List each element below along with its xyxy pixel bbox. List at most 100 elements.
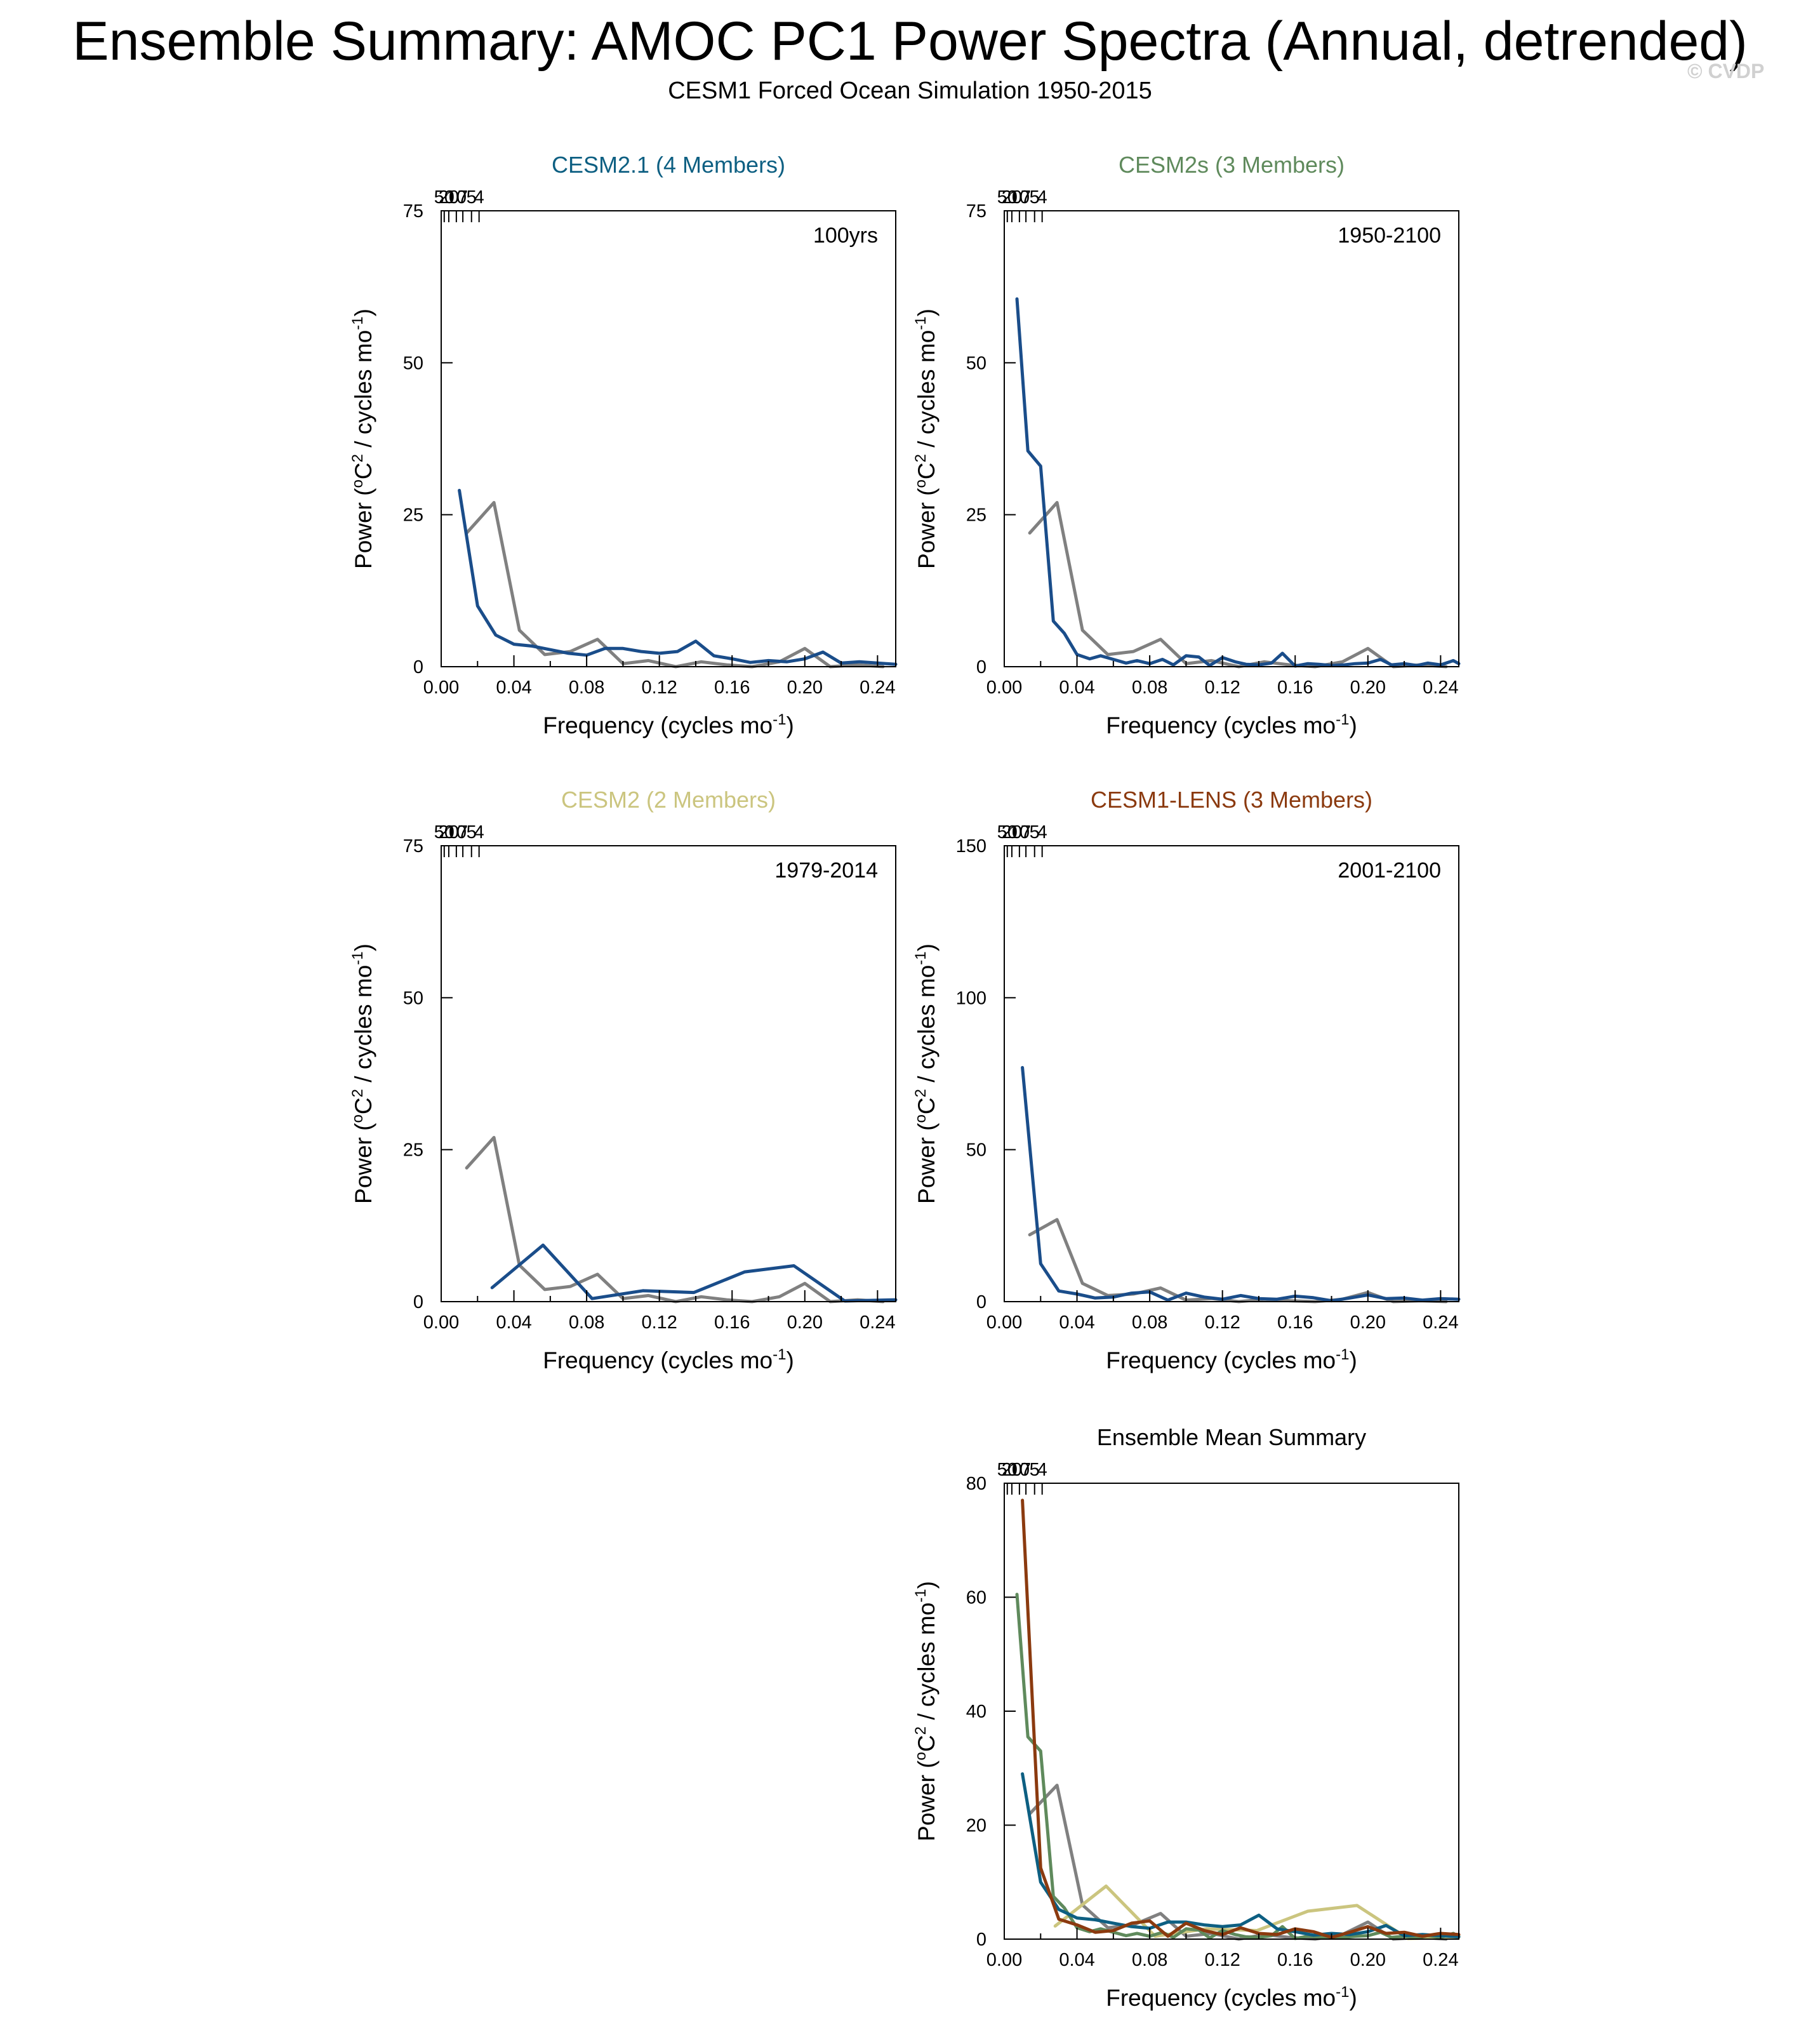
top-tick-label: 10 bbox=[1009, 822, 1030, 843]
y-tick-label: 0 bbox=[976, 657, 986, 677]
x-axis-label-text: Frequency (cycles mo bbox=[543, 712, 773, 738]
x-tick-label: 0.12 bbox=[1204, 677, 1240, 698]
x-tick-label: 0.08 bbox=[569, 677, 604, 698]
top-tick-label: 7 bbox=[458, 822, 468, 843]
x-tick-label: 0.04 bbox=[1059, 677, 1094, 698]
x-tick-label: 0.08 bbox=[569, 1312, 604, 1333]
series-line-observations bbox=[1028, 1218, 1448, 1304]
y-axis-label-sq: 2 bbox=[912, 454, 929, 462]
top-tick-label: 50 bbox=[997, 1460, 1018, 1480]
top-tick-label: 10 bbox=[1009, 187, 1030, 208]
y-axis-label-text: Power ( bbox=[913, 1123, 940, 1204]
period-label: 1950-2100 bbox=[1338, 224, 1441, 248]
chart-panel-3: 0.00 0.04 0.08 0.12 0.16 0.20 0.24025507550201… bbox=[349, 787, 898, 1373]
y-axis-label-units: / cycles mo bbox=[350, 330, 376, 454]
x-axis-label-sup: -1 bbox=[1336, 1346, 1349, 1363]
x-tick-label: 0.24 bbox=[1423, 1950, 1458, 1970]
x-tick-label: 0.08 bbox=[1132, 677, 1167, 698]
y-axis-label-deg: o bbox=[349, 1114, 366, 1123]
series-line-cesm2 bbox=[490, 1243, 898, 1303]
y-axis-label-deg: o bbox=[912, 479, 929, 488]
period-label: 2001-2100 bbox=[1338, 858, 1441, 883]
plot-frame bbox=[441, 845, 896, 1302]
y-axis-label-units: / cycles mo bbox=[913, 330, 940, 454]
top-tick-label: 5 bbox=[1030, 822, 1040, 843]
x-axis-label-end: ) bbox=[1349, 712, 1357, 738]
x-tick-label: 0.24 bbox=[860, 677, 895, 698]
x-axis-label-text: Frequency (cycles mo bbox=[1106, 1985, 1336, 2011]
y-axis-label: Power (oC2 / cycles mo-1) bbox=[349, 309, 376, 569]
x-tick-label: 0.20 bbox=[1350, 1312, 1386, 1333]
y-axis-label: Power (oC2 / cycles mo-1) bbox=[912, 1581, 940, 1841]
top-tick-label: 10 bbox=[446, 822, 467, 843]
x-axis-label-end: ) bbox=[1349, 1985, 1357, 2011]
period-label: 100yrs bbox=[813, 224, 878, 248]
x-axis-label-text: Frequency (cycles mo bbox=[1106, 712, 1336, 738]
y-axis-label-sup: -1 bbox=[349, 316, 366, 330]
y-tick-label: 150 bbox=[956, 836, 986, 857]
top-tick-label: 5 bbox=[467, 187, 477, 208]
x-tick-label: 0.16 bbox=[1277, 1950, 1313, 1970]
y-tick-label: 40 bbox=[966, 1702, 986, 1722]
top-tick-label: 50 bbox=[434, 822, 455, 843]
plot-frame bbox=[1004, 845, 1459, 1302]
chart-panel-4: 0.00 0.04 0.08 0.12 0.16 0.20 0.24050100150502… bbox=[912, 787, 1461, 1373]
subtitle: CESM1 Forced Ocean Simulation 1950-2015 bbox=[668, 77, 1152, 104]
plot-frame bbox=[1004, 210, 1459, 667]
panel-title: CESM1-LENS (3 Members) bbox=[1091, 787, 1372, 813]
x-axis-label-end: ) bbox=[786, 1347, 794, 1373]
top-tick-label: 4 bbox=[1037, 1460, 1047, 1480]
y-axis-label-sup: -1 bbox=[912, 316, 929, 330]
y-axis-label-units: / cycles mo bbox=[913, 965, 940, 1089]
chart-panel-5: 0.00 0.04 0.08 0.12 0.16 0.20 0.24020406080502… bbox=[912, 1424, 1461, 2011]
top-tick-label: 50 bbox=[434, 187, 455, 208]
x-axis-label-text: Frequency (cycles mo bbox=[1106, 1347, 1336, 1373]
series-line-cesm2-1 bbox=[1021, 1772, 1461, 1938]
main-title: Ensemble Summary: AMOC PC1 Power Spectra… bbox=[72, 11, 1748, 72]
top-tick-label: 5 bbox=[1030, 187, 1040, 208]
watermark: © CVDP bbox=[1687, 60, 1765, 83]
x-tick-label: 0.16 bbox=[714, 1312, 750, 1333]
panel-title: CESM2 (2 Members) bbox=[561, 787, 776, 813]
series-line-observations bbox=[1028, 501, 1448, 669]
plot-frame bbox=[441, 210, 896, 667]
y-tick-label: 25 bbox=[403, 1140, 423, 1161]
series-line-observations bbox=[465, 501, 885, 669]
x-axis-label: Frequency (cycles mo-1) bbox=[543, 1346, 794, 1373]
y-axis-label-sup: -1 bbox=[912, 1589, 929, 1602]
y-axis-label: Power (oC2 / cycles mo-1) bbox=[912, 309, 940, 569]
x-tick-label: 0.00 bbox=[986, 1312, 1022, 1333]
y-axis-label-deg: o bbox=[349, 479, 366, 488]
y-axis-label-deg: o bbox=[912, 1114, 929, 1123]
x-tick-label: 0.20 bbox=[1350, 677, 1386, 698]
y-axis-label-end: ) bbox=[913, 944, 940, 951]
y-axis-label-c: C bbox=[350, 462, 376, 479]
y-axis-label-end: ) bbox=[350, 944, 376, 951]
x-tick-label: 0.00 bbox=[423, 677, 459, 698]
top-tick-label: 4 bbox=[474, 822, 484, 843]
y-axis-label-end: ) bbox=[913, 1581, 940, 1589]
x-tick-label: 0.12 bbox=[641, 677, 677, 698]
x-axis-label-sup: -1 bbox=[773, 711, 786, 728]
x-tick-label: 0.16 bbox=[714, 677, 750, 698]
y-axis-label-c: C bbox=[913, 1735, 940, 1752]
y-axis-label-sq: 2 bbox=[349, 454, 366, 462]
y-axis-label-text: Power ( bbox=[913, 488, 940, 569]
top-tick-label: 10 bbox=[1009, 1460, 1030, 1480]
x-tick-label: 0.12 bbox=[1204, 1950, 1240, 1970]
y-tick-label: 0 bbox=[976, 1930, 986, 1950]
y-axis-label-c: C bbox=[913, 462, 940, 479]
y-tick-label: 50 bbox=[403, 353, 423, 373]
top-tick-label: 50 bbox=[997, 822, 1018, 843]
series-line-cesm2s bbox=[1015, 1592, 1461, 1940]
chart-panel-2: 0.00 0.04 0.08 0.12 0.16 0.20 0.24025507550201… bbox=[912, 152, 1461, 738]
top-tick-label: 7 bbox=[458, 187, 468, 208]
y-axis-label-text: Power ( bbox=[350, 1123, 376, 1204]
y-axis-label-text: Power ( bbox=[913, 1760, 940, 1841]
y-tick-label: 20 bbox=[966, 1816, 986, 1836]
top-tick-label: 5 bbox=[467, 822, 477, 843]
y-tick-label: 25 bbox=[403, 505, 423, 526]
top-tick-label: 20 bbox=[1002, 822, 1022, 843]
x-tick-label: 0.24 bbox=[1423, 677, 1458, 698]
top-tick-label: 50 bbox=[997, 187, 1018, 208]
